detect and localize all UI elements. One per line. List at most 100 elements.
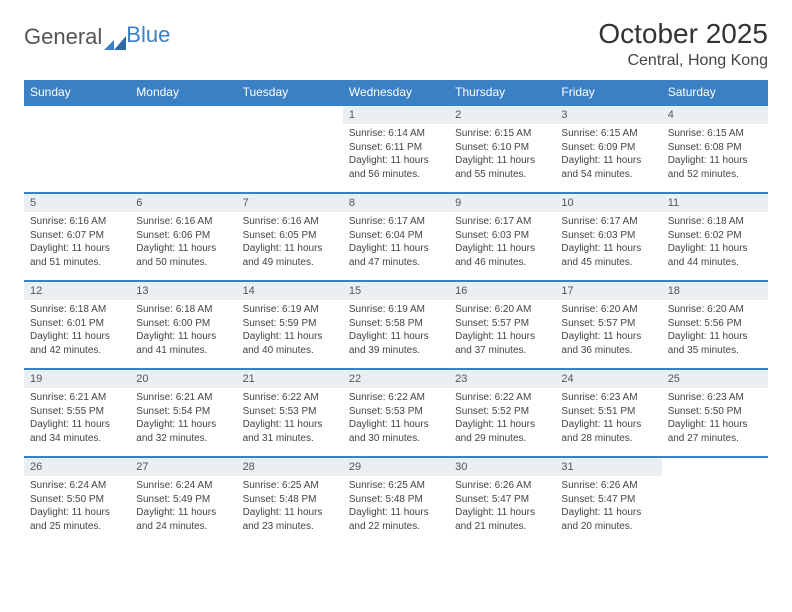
day-details: Sunrise: 6:23 AMSunset: 5:51 PMDaylight:… bbox=[555, 388, 661, 451]
calendar-page: General Blue October 2025 Central, Hong … bbox=[0, 0, 792, 545]
day-details: Sunrise: 6:15 AMSunset: 6:09 PMDaylight:… bbox=[555, 124, 661, 187]
calendar-cell: 26Sunrise: 6:24 AMSunset: 5:50 PMDayligh… bbox=[24, 457, 130, 545]
day-number: 9 bbox=[449, 193, 555, 212]
day-number: 19 bbox=[24, 369, 130, 388]
calendar-cell: 2Sunrise: 6:15 AMSunset: 6:10 PMDaylight… bbox=[449, 105, 555, 193]
day-details: Sunrise: 6:15 AMSunset: 6:08 PMDaylight:… bbox=[662, 124, 768, 187]
title-block: October 2025 Central, Hong Kong bbox=[598, 18, 768, 70]
calendar-cell bbox=[24, 105, 130, 193]
calendar-cell bbox=[130, 105, 236, 193]
calendar-cell: 4Sunrise: 6:15 AMSunset: 6:08 PMDaylight… bbox=[662, 105, 768, 193]
day-details: Sunrise: 6:26 AMSunset: 5:47 PMDaylight:… bbox=[449, 476, 555, 539]
day-details: Sunrise: 6:18 AMSunset: 6:01 PMDaylight:… bbox=[24, 300, 130, 363]
day-details: Sunrise: 6:17 AMSunset: 6:04 PMDaylight:… bbox=[343, 212, 449, 275]
calendar-cell: 8Sunrise: 6:17 AMSunset: 6:04 PMDaylight… bbox=[343, 193, 449, 281]
calendar-cell: 18Sunrise: 6:20 AMSunset: 5:56 PMDayligh… bbox=[662, 281, 768, 369]
day-details: Sunrise: 6:25 AMSunset: 5:48 PMDaylight:… bbox=[343, 476, 449, 539]
brand-part2: Blue bbox=[126, 22, 170, 48]
day-number: 18 bbox=[662, 281, 768, 300]
calendar-week-row: 5Sunrise: 6:16 AMSunset: 6:07 PMDaylight… bbox=[24, 193, 768, 281]
calendar-cell: 15Sunrise: 6:19 AMSunset: 5:58 PMDayligh… bbox=[343, 281, 449, 369]
day-number: 26 bbox=[24, 457, 130, 476]
calendar-cell: 19Sunrise: 6:21 AMSunset: 5:55 PMDayligh… bbox=[24, 369, 130, 457]
calendar-cell: 9Sunrise: 6:17 AMSunset: 6:03 PMDaylight… bbox=[449, 193, 555, 281]
day-details: Sunrise: 6:21 AMSunset: 5:55 PMDaylight:… bbox=[24, 388, 130, 451]
calendar-cell: 16Sunrise: 6:20 AMSunset: 5:57 PMDayligh… bbox=[449, 281, 555, 369]
calendar-table: SundayMondayTuesdayWednesdayThursdayFrid… bbox=[24, 80, 768, 545]
calendar-cell: 23Sunrise: 6:22 AMSunset: 5:52 PMDayligh… bbox=[449, 369, 555, 457]
day-number: 15 bbox=[343, 281, 449, 300]
day-details: Sunrise: 6:18 AMSunset: 6:02 PMDaylight:… bbox=[662, 212, 768, 275]
day-number: 21 bbox=[237, 369, 343, 388]
day-number: 14 bbox=[237, 281, 343, 300]
day-details: Sunrise: 6:19 AMSunset: 5:58 PMDaylight:… bbox=[343, 300, 449, 363]
day-number: 2 bbox=[449, 105, 555, 124]
calendar-cell: 25Sunrise: 6:23 AMSunset: 5:50 PMDayligh… bbox=[662, 369, 768, 457]
day-number: 1 bbox=[343, 105, 449, 124]
day-header-row: SundayMondayTuesdayWednesdayThursdayFrid… bbox=[24, 80, 768, 105]
calendar-week-row: 19Sunrise: 6:21 AMSunset: 5:55 PMDayligh… bbox=[24, 369, 768, 457]
day-details: Sunrise: 6:24 AMSunset: 5:50 PMDaylight:… bbox=[24, 476, 130, 539]
day-number: 3 bbox=[555, 105, 661, 124]
day-number: 4 bbox=[662, 105, 768, 124]
day-details: Sunrise: 6:21 AMSunset: 5:54 PMDaylight:… bbox=[130, 388, 236, 451]
day-number: 12 bbox=[24, 281, 130, 300]
calendar-cell: 28Sunrise: 6:25 AMSunset: 5:48 PMDayligh… bbox=[237, 457, 343, 545]
day-header: Friday bbox=[555, 80, 661, 105]
day-details: Sunrise: 6:17 AMSunset: 6:03 PMDaylight:… bbox=[449, 212, 555, 275]
day-number: 6 bbox=[130, 193, 236, 212]
location-label: Central, Hong Kong bbox=[598, 52, 768, 70]
day-header: Tuesday bbox=[237, 80, 343, 105]
calendar-cell: 17Sunrise: 6:20 AMSunset: 5:57 PMDayligh… bbox=[555, 281, 661, 369]
day-number: 31 bbox=[555, 457, 661, 476]
calendar-body: 1Sunrise: 6:14 AMSunset: 6:11 PMDaylight… bbox=[24, 105, 768, 545]
day-details: Sunrise: 6:20 AMSunset: 5:57 PMDaylight:… bbox=[555, 300, 661, 363]
day-number: 27 bbox=[130, 457, 236, 476]
day-details: Sunrise: 6:22 AMSunset: 5:52 PMDaylight:… bbox=[449, 388, 555, 451]
day-details: Sunrise: 6:19 AMSunset: 5:59 PMDaylight:… bbox=[237, 300, 343, 363]
day-number: 16 bbox=[449, 281, 555, 300]
day-details: Sunrise: 6:15 AMSunset: 6:10 PMDaylight:… bbox=[449, 124, 555, 187]
day-number: 13 bbox=[130, 281, 236, 300]
day-number: 24 bbox=[555, 369, 661, 388]
day-number: 11 bbox=[662, 193, 768, 212]
page-header: General Blue October 2025 Central, Hong … bbox=[24, 18, 768, 70]
day-header: Saturday bbox=[662, 80, 768, 105]
day-number: 23 bbox=[449, 369, 555, 388]
calendar-cell: 31Sunrise: 6:26 AMSunset: 5:47 PMDayligh… bbox=[555, 457, 661, 545]
calendar-cell: 24Sunrise: 6:23 AMSunset: 5:51 PMDayligh… bbox=[555, 369, 661, 457]
calendar-cell: 6Sunrise: 6:16 AMSunset: 6:06 PMDaylight… bbox=[130, 193, 236, 281]
calendar-cell: 5Sunrise: 6:16 AMSunset: 6:07 PMDaylight… bbox=[24, 193, 130, 281]
day-number: 17 bbox=[555, 281, 661, 300]
day-number: 7 bbox=[237, 193, 343, 212]
calendar-cell: 12Sunrise: 6:18 AMSunset: 6:01 PMDayligh… bbox=[24, 281, 130, 369]
calendar-cell: 13Sunrise: 6:18 AMSunset: 6:00 PMDayligh… bbox=[130, 281, 236, 369]
calendar-cell: 7Sunrise: 6:16 AMSunset: 6:05 PMDaylight… bbox=[237, 193, 343, 281]
day-number bbox=[237, 105, 343, 124]
day-number bbox=[662, 457, 768, 476]
day-details: Sunrise: 6:16 AMSunset: 6:07 PMDaylight:… bbox=[24, 212, 130, 275]
day-header: Thursday bbox=[449, 80, 555, 105]
day-number: 10 bbox=[555, 193, 661, 212]
day-header: Wednesday bbox=[343, 80, 449, 105]
calendar-cell: 1Sunrise: 6:14 AMSunset: 6:11 PMDaylight… bbox=[343, 105, 449, 193]
calendar-cell: 21Sunrise: 6:22 AMSunset: 5:53 PMDayligh… bbox=[237, 369, 343, 457]
day-number: 30 bbox=[449, 457, 555, 476]
calendar-cell: 3Sunrise: 6:15 AMSunset: 6:09 PMDaylight… bbox=[555, 105, 661, 193]
calendar-cell: 27Sunrise: 6:24 AMSunset: 5:49 PMDayligh… bbox=[130, 457, 236, 545]
calendar-cell: 30Sunrise: 6:26 AMSunset: 5:47 PMDayligh… bbox=[449, 457, 555, 545]
day-number: 29 bbox=[343, 457, 449, 476]
day-details: Sunrise: 6:16 AMSunset: 6:05 PMDaylight:… bbox=[237, 212, 343, 275]
calendar-cell: 11Sunrise: 6:18 AMSunset: 6:02 PMDayligh… bbox=[662, 193, 768, 281]
day-number: 5 bbox=[24, 193, 130, 212]
month-title: October 2025 bbox=[598, 18, 768, 50]
day-header: Monday bbox=[130, 80, 236, 105]
day-details: Sunrise: 6:24 AMSunset: 5:49 PMDaylight:… bbox=[130, 476, 236, 539]
calendar-cell: 29Sunrise: 6:25 AMSunset: 5:48 PMDayligh… bbox=[343, 457, 449, 545]
day-details: Sunrise: 6:17 AMSunset: 6:03 PMDaylight:… bbox=[555, 212, 661, 275]
day-details: Sunrise: 6:14 AMSunset: 6:11 PMDaylight:… bbox=[343, 124, 449, 187]
day-details: Sunrise: 6:25 AMSunset: 5:48 PMDaylight:… bbox=[237, 476, 343, 539]
calendar-cell bbox=[662, 457, 768, 545]
day-number bbox=[24, 105, 130, 124]
day-details: Sunrise: 6:20 AMSunset: 5:57 PMDaylight:… bbox=[449, 300, 555, 363]
